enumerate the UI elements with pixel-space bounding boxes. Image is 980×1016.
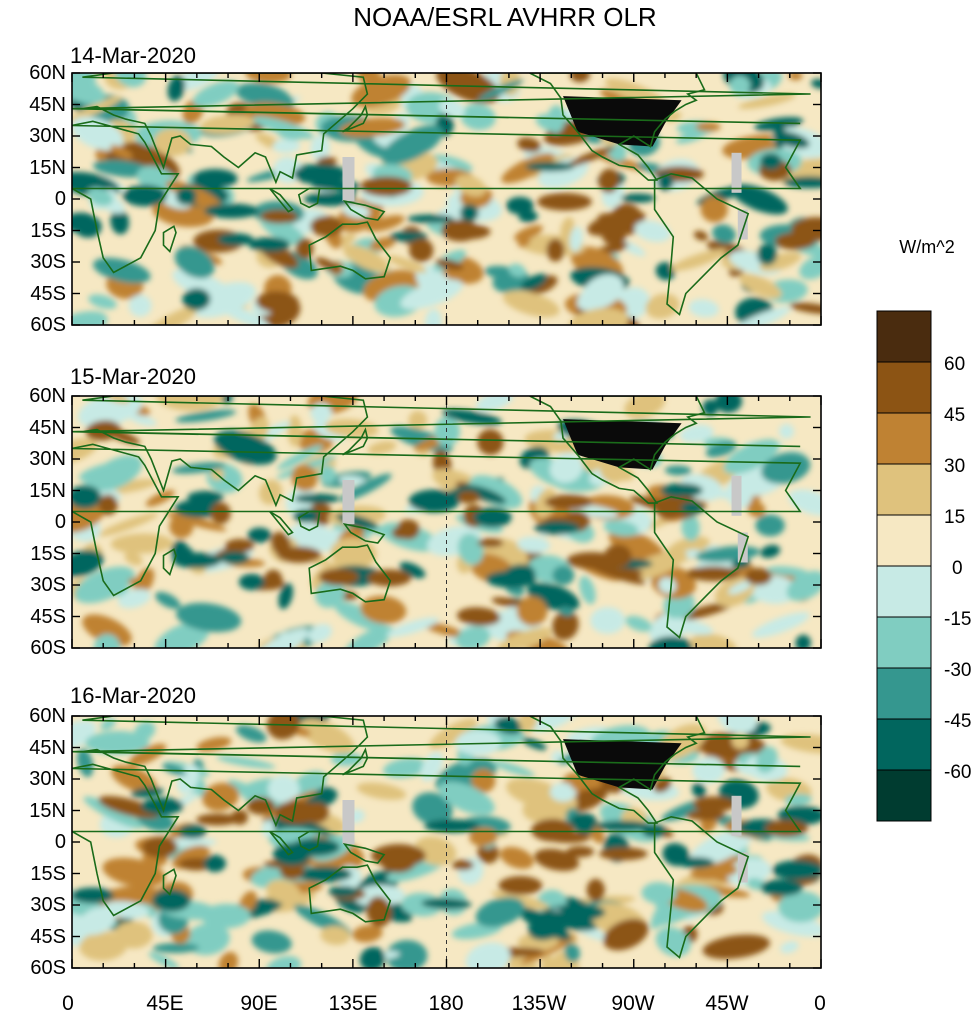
lon-label-45e: 45E — [146, 992, 184, 1015]
colorbar-label-m30: -30 — [944, 660, 972, 681]
lat-label-15s: 15S — [30, 219, 66, 242]
colorbar-level — [876, 463, 932, 516]
lat-label-15n: 15N — [29, 799, 66, 822]
lat-label-30s: 30S — [30, 574, 66, 596]
lat-label-60s: 60S — [30, 637, 66, 659]
lon-label-0-end: 0 — [814, 992, 826, 1015]
lat-label-60n: 60N — [29, 62, 66, 84]
colorbar-level — [876, 616, 932, 669]
us-station-overlay — [563, 419, 682, 470]
lat-label-45s: 45S — [30, 282, 66, 305]
olr-map-panel-3 — [71, 715, 822, 969]
us-station-overlay — [563, 96, 682, 147]
lat-label-45n: 45N — [29, 736, 66, 759]
missing-data-strip — [731, 475, 742, 516]
lat-label-15n: 15N — [29, 156, 66, 179]
colorbar-label-m60: -60 — [944, 762, 972, 783]
coastlines — [72, 716, 811, 959]
lat-label-45s: 45S — [30, 925, 66, 948]
colorbar-level — [876, 565, 932, 618]
lat-label-45n: 45N — [29, 416, 66, 439]
colorbar — [876, 310, 932, 822]
olr-anomaly-field — [72, 716, 821, 968]
lat-label-60n: 60N — [29, 385, 66, 407]
missing-data-strip — [737, 852, 748, 883]
lon-label-180: 180 — [428, 992, 464, 1015]
lat-label-0: 0 — [54, 831, 66, 853]
panel-date-2: 15-Mar-2020 — [70, 364, 196, 389]
coastlines — [72, 73, 811, 316]
lat-label-15n: 15N — [29, 479, 66, 502]
lat-label-60s: 60S — [30, 957, 66, 979]
units-label: W/m^2 — [899, 237, 955, 257]
lon-label-90e: 90E — [240, 992, 278, 1015]
lat-label-30n: 30N — [29, 768, 66, 790]
lon-label-0: 0 — [62, 992, 74, 1015]
colorbar-level — [876, 769, 932, 822]
colorbar-level — [876, 514, 932, 567]
lat-label-30s: 30S — [30, 894, 66, 916]
olr-anomaly-field — [72, 73, 821, 325]
lon-label-135e: 135E — [328, 992, 378, 1015]
coastlines — [72, 396, 811, 639]
lat-label-15s: 15S — [30, 542, 66, 565]
colorbar-level — [876, 718, 932, 771]
missing-data-strip — [731, 152, 742, 193]
axis-ticks — [71, 395, 822, 649]
colorbar-label-0: 0 — [952, 558, 963, 579]
lat-label-45n: 45N — [29, 93, 66, 116]
lat-label-0: 0 — [54, 511, 66, 533]
colorbar-level — [876, 361, 932, 414]
lon-label-90w: 90W — [611, 992, 655, 1015]
figure-title: NOAA/ESRL AVHRR OLR — [353, 2, 657, 32]
lat-label-60s: 60S — [30, 314, 66, 336]
lat-label-30n: 30N — [29, 125, 66, 147]
lon-label-45w: 45W — [705, 992, 749, 1015]
lat-label-15s: 15S — [30, 862, 66, 885]
axis-ticks — [71, 72, 822, 326]
missing-data-strip — [342, 800, 355, 844]
colorbar-label-m15: -15 — [944, 609, 972, 630]
missing-data-strip — [731, 795, 742, 836]
colorbar-label-45: 45 — [944, 405, 966, 426]
colorbar-label-60: 60 — [944, 354, 966, 375]
us-station-overlay — [563, 739, 682, 790]
missing-data-strip — [737, 209, 748, 240]
missing-data-strip — [342, 157, 355, 201]
olr-map-panel-2 — [71, 395, 822, 649]
axis-ticks — [71, 715, 822, 969]
panel-date-1: 14-Mar-2020 — [70, 43, 196, 68]
lat-label-60n: 60N — [29, 705, 66, 727]
olr-map-panel-1 — [71, 72, 822, 326]
missing-data-strip — [342, 480, 355, 524]
colorbar-level — [876, 412, 932, 465]
missing-data-strip — [737, 532, 748, 563]
lat-label-30s: 30S — [30, 251, 66, 273]
lat-label-45s: 45S — [30, 605, 66, 628]
lon-label-135w: 135W — [511, 992, 567, 1015]
colorbar-label-m45: -45 — [944, 711, 972, 732]
lat-label-0: 0 — [54, 188, 66, 210]
colorbar-label-30: 30 — [944, 456, 966, 477]
colorbar-level — [876, 667, 932, 720]
olr-anomaly-field — [72, 396, 821, 648]
panel-date-3: 16-Mar-2020 — [70, 683, 196, 708]
colorbar-level — [876, 310, 932, 363]
lat-label-30n: 30N — [29, 448, 66, 470]
colorbar-label-15: 15 — [944, 507, 966, 528]
